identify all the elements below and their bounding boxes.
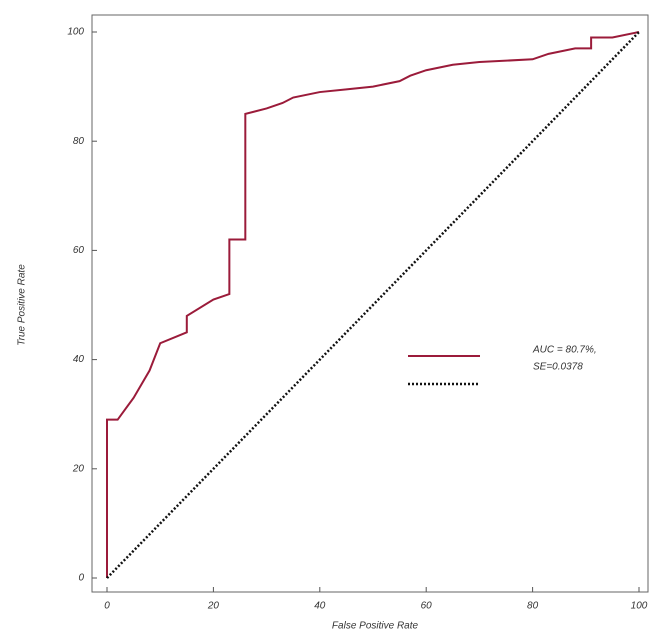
y-tick-label: 100 (67, 27, 84, 38)
series-line (106, 31, 640, 578)
y-tick-label: 40 (73, 354, 85, 365)
y-tick-label: 60 (73, 245, 85, 256)
y-tick-label: 80 (73, 136, 85, 147)
annotation: SE=0.0378 (533, 362, 583, 373)
x-tick-label: 0 (104, 601, 110, 612)
x-tick-label: 100 (631, 601, 648, 612)
y-tick-label: 0 (78, 573, 84, 584)
x-tick-label: 20 (207, 601, 220, 612)
y-tick-label: 20 (72, 463, 85, 474)
y-axis-label: True Positive Rate (17, 264, 28, 346)
x-tick-label: 80 (527, 601, 539, 612)
plot-frame (91, 14, 649, 593)
x-axis-label: False Positive Rate (332, 621, 419, 632)
x-tick-label: 40 (314, 601, 326, 612)
x-tick-label: 60 (421, 601, 433, 612)
annotation: AUC = 80.7%, (532, 345, 597, 356)
series-line (106, 31, 640, 579)
